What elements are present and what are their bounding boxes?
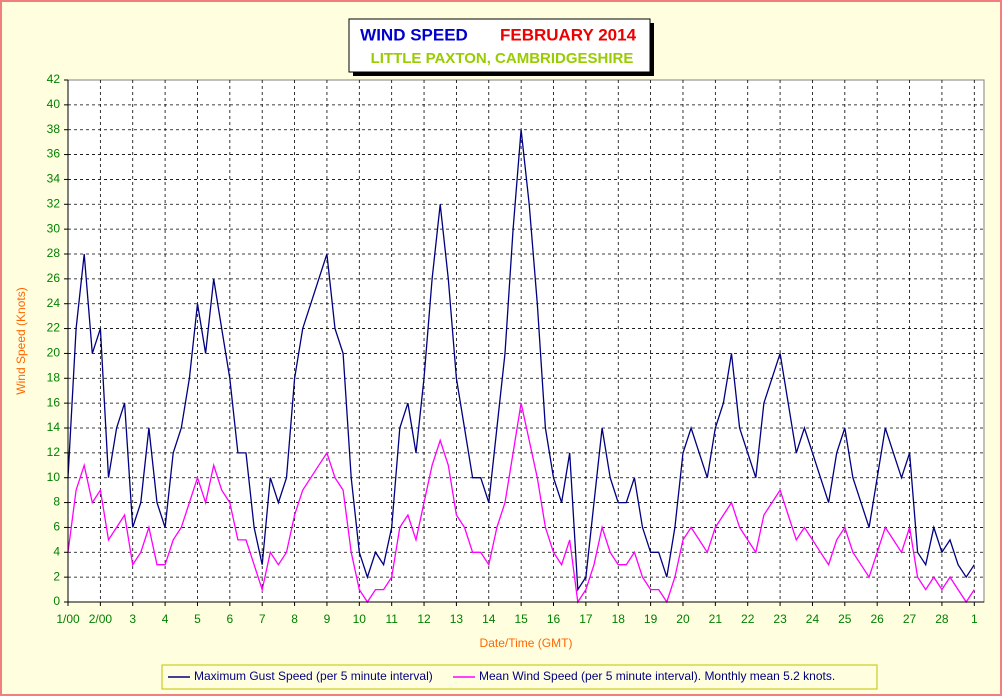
- x-tick-label: 22: [741, 612, 755, 626]
- y-tick-label: 0: [53, 594, 60, 608]
- x-tick-label: 26: [871, 612, 885, 626]
- plot-area: [67, 79, 985, 603]
- x-tick-label: 14: [482, 612, 496, 626]
- y-tick-label: 4: [53, 544, 60, 558]
- legend-label: Maximum Gust Speed (per 5 minute interva…: [194, 669, 433, 683]
- y-tick-label: 2: [53, 569, 60, 583]
- y-tick-label: 18: [47, 370, 61, 384]
- y-tick-label: 32: [47, 196, 61, 210]
- x-tick-label: 13: [450, 612, 464, 626]
- chart-subtitle: LITTLE PAXTON, CAMBRIDGESHIRE: [371, 50, 634, 67]
- y-tick-label: 12: [47, 445, 61, 459]
- y-axis-label: Wind Speed (Knots): [14, 287, 28, 394]
- y-tick-label: 40: [47, 97, 61, 111]
- data-line: [67, 402, 975, 604]
- x-tick-label: 25: [838, 612, 852, 626]
- x-tick-label: 21: [709, 612, 723, 626]
- x-tick-label: 7: [259, 612, 266, 626]
- y-tick-label: 38: [47, 122, 61, 136]
- x-tick-label: 19: [644, 612, 658, 626]
- x-tick-label: 15: [514, 612, 528, 626]
- x-tick-label: 6: [226, 612, 233, 626]
- data-line: [67, 129, 975, 592]
- chart-title: WIND SPEED: [360, 25, 468, 44]
- legend: [161, 664, 878, 690]
- y-tick-label: 28: [47, 246, 61, 260]
- y-tick-label: 14: [47, 420, 61, 434]
- x-tick-label: 18: [612, 612, 626, 626]
- chart-period: FEBRUARY 2014: [500, 25, 637, 44]
- title-box: [348, 18, 651, 73]
- x-tick-label: 12: [417, 612, 431, 626]
- y-tick-label: 8: [53, 495, 60, 509]
- x-tick-label: 27: [903, 612, 917, 626]
- legend-label: Mean Wind Speed (per 5 minute interval).…: [479, 669, 835, 683]
- y-tick-label: 6: [53, 520, 60, 534]
- x-tick-label: 1: [971, 612, 978, 626]
- y-tick-label: 20: [47, 346, 61, 360]
- x-tick-label: 2/00: [89, 612, 113, 626]
- x-tick-label: 17: [579, 612, 593, 626]
- x-tick-label: 24: [806, 612, 820, 626]
- x-tick-label: 10: [353, 612, 367, 626]
- x-tick-label: 9: [324, 612, 331, 626]
- y-tick-label: 24: [47, 296, 61, 310]
- y-tick-label: 16: [47, 395, 61, 409]
- y-tick-label: 42: [47, 72, 61, 86]
- x-axis-label: Date/Time (GMT): [480, 636, 573, 650]
- y-tick-label: 26: [47, 271, 61, 285]
- x-tick-label: 16: [547, 612, 561, 626]
- x-tick-label: 28: [935, 612, 949, 626]
- y-tick-label: 10: [47, 470, 61, 484]
- x-tick-label: 5: [194, 612, 201, 626]
- x-tick-label: 1/00: [56, 612, 80, 626]
- y-tick-label: 30: [47, 221, 61, 235]
- x-tick-label: 8: [291, 612, 298, 626]
- y-tick-label: 36: [47, 147, 61, 161]
- y-tick-label: 34: [47, 172, 61, 186]
- x-tick-label: 3: [129, 612, 136, 626]
- x-tick-label: 11: [385, 612, 398, 626]
- x-tick-label: 23: [773, 612, 787, 626]
- x-tick-label: 20: [676, 612, 690, 626]
- x-tick-label: 4: [162, 612, 169, 626]
- y-tick-label: 22: [47, 321, 61, 335]
